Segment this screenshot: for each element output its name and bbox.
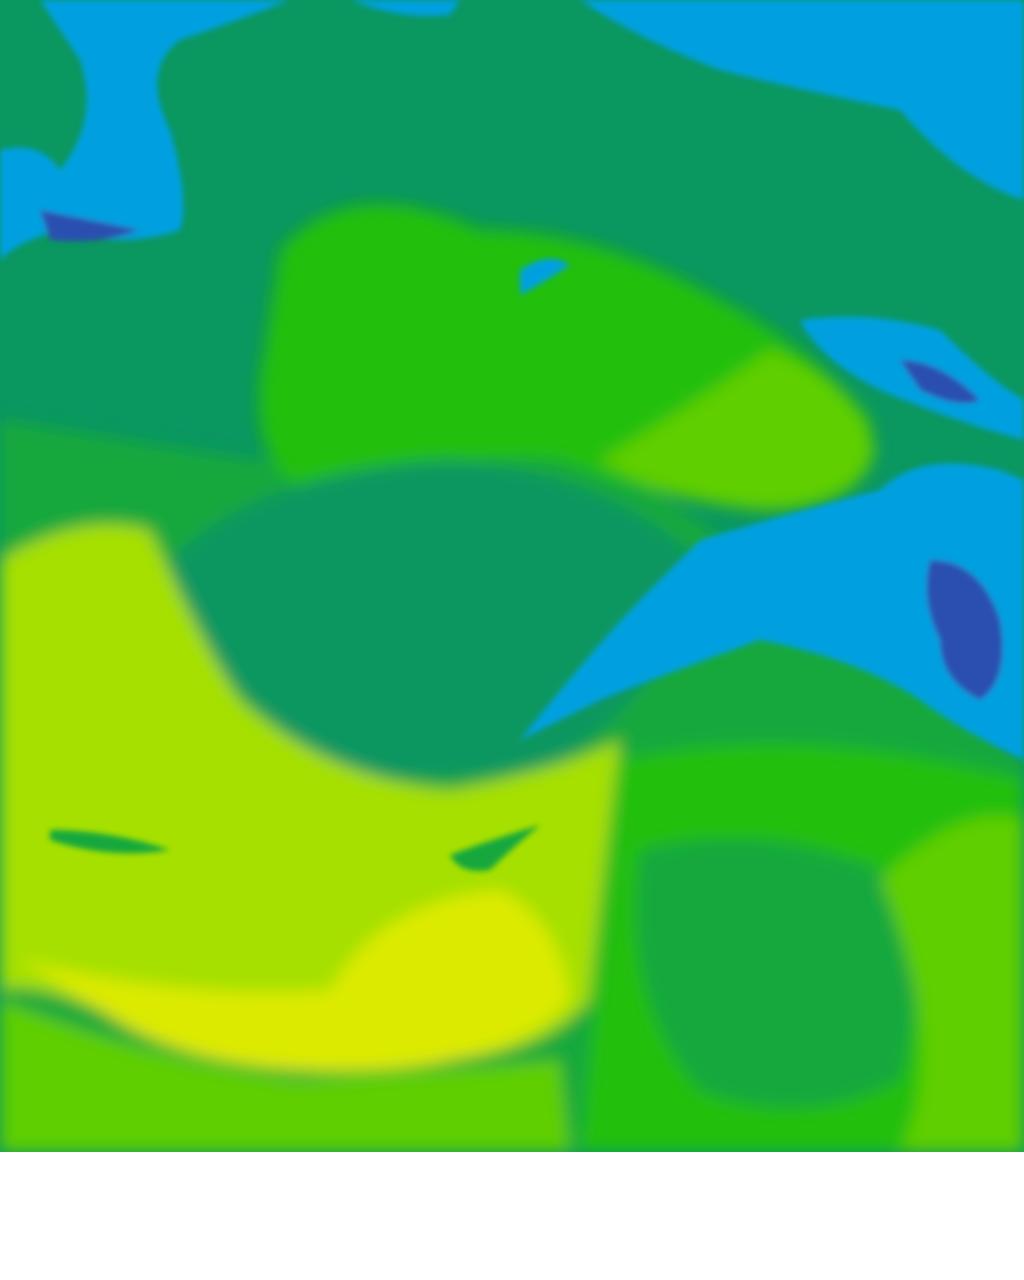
region-iran-highlands <box>520 463 1024 760</box>
region-azov <box>520 258 570 295</box>
blank-footer <box>0 1152 1024 1280</box>
region-africa <box>0 1000 570 1152</box>
region-iran-deep <box>900 360 980 404</box>
region-caucasus <box>800 316 1024 440</box>
region-zagros-deep <box>926 560 1003 700</box>
region-alps-blue <box>0 0 290 260</box>
region-alps-deep <box>40 210 140 242</box>
island-cyprus <box>450 825 540 871</box>
island-crete <box>50 830 170 854</box>
region-caspian <box>600 350 875 510</box>
region-arabia <box>880 816 1024 1152</box>
region-mesopotamia <box>636 838 916 1108</box>
region-levant-sea <box>20 890 570 1072</box>
region-north-top-blue <box>350 0 460 16</box>
region-north-blue <box>580 0 1024 200</box>
temperature-map <box>0 0 1024 1152</box>
